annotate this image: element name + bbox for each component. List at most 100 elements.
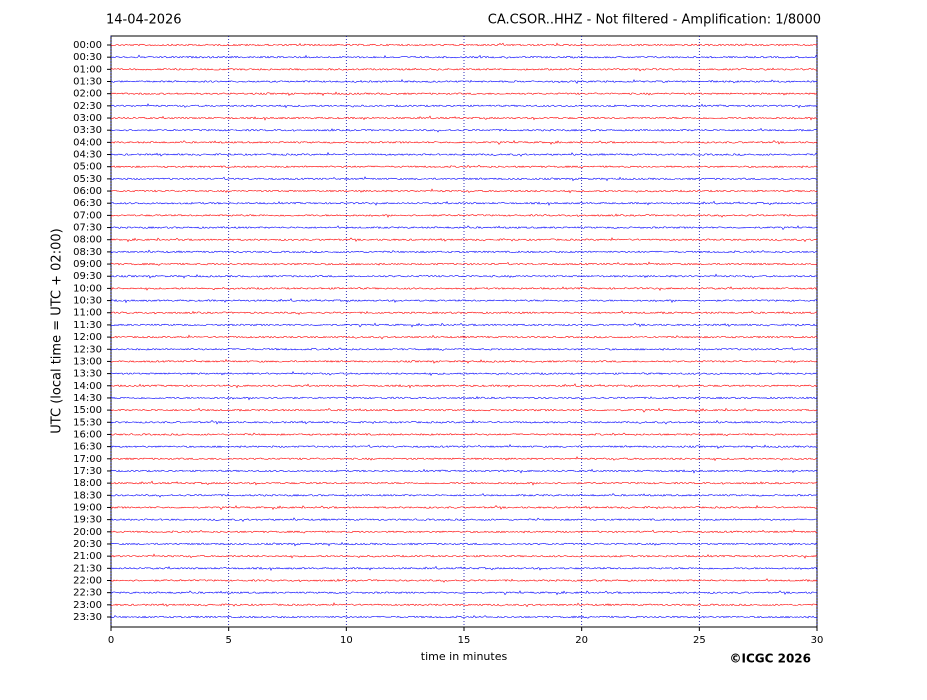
trace [110, 151, 818, 157]
trace [110, 261, 818, 266]
trace [110, 200, 818, 206]
trace [110, 456, 818, 462]
trace [110, 91, 818, 97]
trace [110, 310, 818, 316]
trace [110, 553, 818, 559]
y-tick-label: 17:30 [73, 466, 102, 477]
trace [110, 298, 818, 304]
x-tick-label: 5 [225, 635, 231, 646]
y-tick-label: 06:00 [73, 186, 102, 197]
trace [110, 444, 818, 450]
trace [110, 407, 818, 413]
trace [110, 468, 818, 474]
trace [110, 578, 818, 583]
trace [110, 370, 818, 376]
trace [110, 188, 818, 194]
y-tick-label: 05:30 [73, 174, 102, 185]
x-tick-label: 20 [575, 635, 588, 646]
trace [110, 480, 818, 486]
trace [110, 347, 818, 351]
y-tick-label: 23:00 [73, 600, 102, 611]
y-tick-label: 18:00 [73, 478, 102, 489]
x-tick-label: 30 [811, 635, 824, 646]
y-tick-label: 09:00 [73, 259, 102, 270]
chart-title: CA.CSOR..HHZ - Not filtered - Amplificat… [488, 13, 821, 28]
y-tick-label: 05:00 [73, 162, 102, 173]
y-tick-label: 17:00 [73, 454, 102, 465]
y-tick-label: 09:30 [73, 271, 102, 282]
y-tick-label: 03:00 [73, 113, 102, 124]
y-tick-label: 20:30 [73, 539, 102, 550]
y-tick-label: 13:30 [73, 369, 102, 380]
trace [110, 164, 818, 169]
y-tick-label: 19:30 [73, 515, 102, 526]
trace [110, 493, 818, 498]
y-tick-label: 00:00 [73, 40, 102, 51]
trace [110, 237, 818, 243]
y-tick-label: 22:00 [73, 575, 102, 586]
y-tick-label: 22:30 [73, 588, 102, 599]
y-tick-label: 11:00 [73, 308, 102, 319]
x-tick-label: 25 [693, 635, 706, 646]
trace [110, 67, 818, 72]
plot-frame [110, 35, 818, 628]
y-tick-label: 08:00 [73, 235, 102, 246]
y-tick-label: 19:00 [73, 502, 102, 513]
trace [110, 273, 818, 279]
y-tick-label: 16:30 [73, 442, 102, 453]
y-tick-label: 06:30 [73, 198, 102, 209]
credit: ©ICGC 2026 [729, 652, 811, 666]
y-tick-label: 21:30 [73, 563, 102, 574]
trace [110, 383, 818, 389]
trace [110, 54, 818, 59]
y-tick-label: 20:00 [73, 527, 102, 538]
y-tick-label: 07:00 [73, 210, 102, 221]
y-tick-label: 21:00 [73, 551, 102, 562]
x-tick-label: 0 [108, 635, 114, 646]
trace [110, 286, 818, 291]
trace [110, 334, 818, 340]
trace [110, 225, 818, 231]
y-tick-label: 07:30 [73, 223, 102, 234]
trace [110, 115, 818, 121]
trace [110, 79, 818, 84]
y-tick-label: 04:30 [73, 150, 102, 161]
trace [110, 358, 818, 364]
y-axis-label: UTC (local time = UTC + 02:00) [50, 228, 65, 433]
y-tick-label: 11:30 [73, 320, 102, 331]
trace [110, 42, 818, 47]
trace [110, 590, 818, 596]
y-tick-label: 12:30 [73, 344, 102, 355]
y-tick-label: 12:00 [73, 332, 102, 343]
trace [110, 396, 818, 401]
trace [110, 504, 818, 511]
trace [110, 127, 818, 133]
trace [110, 541, 818, 547]
trace [110, 615, 818, 619]
trace [110, 517, 818, 522]
y-tick-label: 14:30 [73, 393, 102, 404]
y-tick-label: 14:00 [73, 381, 102, 392]
x-tick-label: 10 [340, 635, 353, 646]
trace [110, 529, 818, 534]
y-tick-label: 01:30 [73, 77, 102, 88]
y-tick-label: 16:00 [73, 429, 102, 440]
y-tick-label: 15:00 [73, 405, 102, 416]
y-tick-label: 03:30 [73, 125, 102, 136]
trace [110, 213, 818, 218]
y-tick-label: 10:00 [73, 283, 102, 294]
trace [110, 140, 818, 145]
y-tick-label: 10:30 [73, 296, 102, 307]
x-axis-label: time in minutes [421, 650, 508, 663]
y-tick-label: 08:30 [73, 247, 102, 258]
y-tick-label: 15:30 [73, 417, 102, 428]
y-tick-label: 13:00 [73, 356, 102, 367]
y-tick-label: 04:00 [73, 137, 102, 148]
y-tick-label: 02:30 [73, 101, 102, 112]
trace [110, 176, 818, 182]
y-tick-label: 02:00 [73, 89, 102, 100]
date: 14-04-2026 [106, 13, 182, 28]
y-tick-label: 01:00 [73, 64, 102, 75]
